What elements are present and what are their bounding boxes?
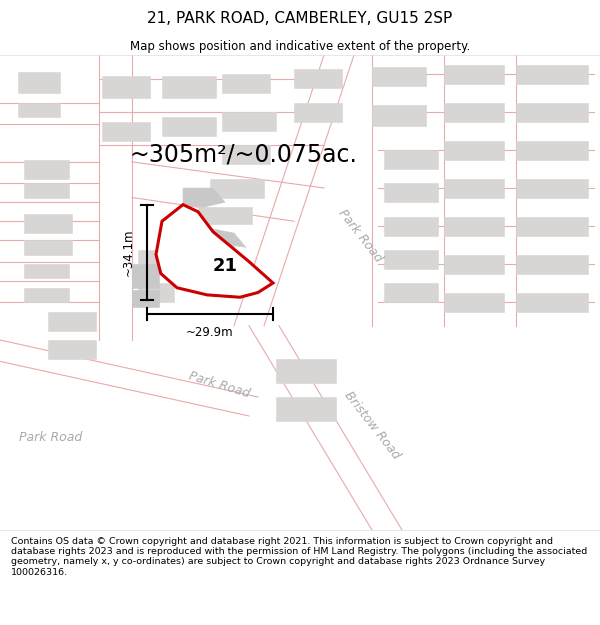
Polygon shape <box>24 240 72 254</box>
Text: Park Road: Park Road <box>335 207 385 264</box>
Text: Park Road: Park Road <box>187 369 251 401</box>
Polygon shape <box>384 283 438 302</box>
Text: Park Road: Park Road <box>19 431 83 444</box>
Polygon shape <box>222 74 270 93</box>
Polygon shape <box>444 179 504 198</box>
Polygon shape <box>222 112 276 131</box>
Text: ~34.1m: ~34.1m <box>122 228 135 276</box>
Text: 21: 21 <box>212 258 238 276</box>
Polygon shape <box>24 159 69 179</box>
Polygon shape <box>162 76 216 98</box>
Polygon shape <box>24 183 69 198</box>
Polygon shape <box>186 233 234 250</box>
Polygon shape <box>198 207 252 224</box>
Polygon shape <box>516 216 588 236</box>
Polygon shape <box>102 121 150 141</box>
Polygon shape <box>294 102 342 121</box>
Text: 21, PARK ROAD, CAMBERLEY, GU15 2SP: 21, PARK ROAD, CAMBERLEY, GU15 2SP <box>148 11 452 26</box>
Polygon shape <box>48 340 96 359</box>
Polygon shape <box>444 102 504 121</box>
Polygon shape <box>294 69 342 88</box>
Polygon shape <box>24 288 69 302</box>
Polygon shape <box>18 72 60 93</box>
Polygon shape <box>384 216 438 236</box>
Polygon shape <box>198 226 246 248</box>
Polygon shape <box>516 179 588 198</box>
Polygon shape <box>183 188 225 207</box>
Polygon shape <box>516 64 588 84</box>
Polygon shape <box>132 290 159 307</box>
Polygon shape <box>18 102 60 117</box>
Polygon shape <box>444 254 504 274</box>
Polygon shape <box>444 292 504 311</box>
Polygon shape <box>516 102 588 121</box>
Polygon shape <box>516 141 588 159</box>
Polygon shape <box>384 150 438 169</box>
Polygon shape <box>210 179 264 198</box>
Text: Bristow Road: Bristow Road <box>341 389 403 462</box>
Polygon shape <box>372 67 426 86</box>
Text: Map shows position and indicative extent of the property.: Map shows position and indicative extent… <box>130 39 470 52</box>
Polygon shape <box>156 204 273 298</box>
Polygon shape <box>132 264 159 288</box>
Polygon shape <box>444 64 504 84</box>
Polygon shape <box>276 397 336 421</box>
Polygon shape <box>24 264 69 278</box>
Polygon shape <box>222 145 270 164</box>
Polygon shape <box>372 105 426 126</box>
Polygon shape <box>516 254 588 274</box>
Polygon shape <box>384 183 438 203</box>
Polygon shape <box>444 216 504 236</box>
Polygon shape <box>276 359 336 382</box>
Text: Contains OS data © Crown copyright and database right 2021. This information is : Contains OS data © Crown copyright and d… <box>11 537 587 577</box>
Polygon shape <box>516 292 588 311</box>
Polygon shape <box>384 250 438 269</box>
Text: ~29.9m: ~29.9m <box>186 326 234 339</box>
Polygon shape <box>102 76 150 98</box>
Polygon shape <box>24 214 72 233</box>
Polygon shape <box>162 117 216 136</box>
Text: ~305m²/~0.075ac.: ~305m²/~0.075ac. <box>129 142 357 167</box>
Polygon shape <box>138 250 174 269</box>
Polygon shape <box>48 311 96 331</box>
Polygon shape <box>138 283 174 302</box>
Polygon shape <box>444 141 504 159</box>
